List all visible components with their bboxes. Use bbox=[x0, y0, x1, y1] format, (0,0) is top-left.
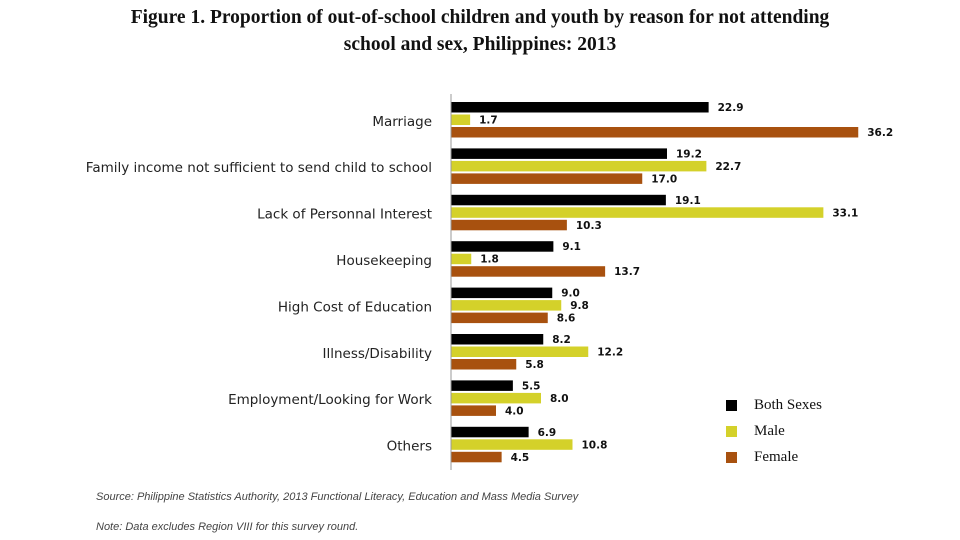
legend-label-female: Female bbox=[754, 448, 799, 465]
legend-item-both-sexes: Both Sexes bbox=[726, 392, 822, 418]
data-label: 6.9 bbox=[538, 427, 557, 439]
bar-both-sexes bbox=[451, 102, 709, 113]
bar-female bbox=[451, 451, 502, 463]
bar-male bbox=[451, 114, 471, 125]
data-label: 1.7 bbox=[479, 115, 498, 127]
legend-swatch-both-sexes bbox=[726, 399, 737, 411]
bar-female bbox=[451, 359, 517, 370]
category-label: Others bbox=[387, 439, 432, 455]
legend-swatch-female bbox=[726, 451, 737, 463]
data-label: 9.8 bbox=[570, 300, 589, 312]
legend: Both Sexes Male Female bbox=[726, 392, 822, 470]
data-label: 9.0 bbox=[561, 288, 580, 300]
bar-both-sexes bbox=[451, 287, 553, 299]
data-label: 17.0 bbox=[651, 173, 677, 185]
data-label: 1.8 bbox=[480, 254, 499, 266]
bar-male bbox=[451, 160, 707, 172]
category-label: Illness/Disability bbox=[322, 346, 432, 362]
bar-both-sexes bbox=[451, 148, 667, 159]
bar-female bbox=[451, 405, 496, 416]
data-label: 5.5 bbox=[522, 380, 541, 392]
bar-male bbox=[451, 253, 472, 265]
bar-both-sexes bbox=[451, 426, 529, 438]
bar-both-sexes bbox=[451, 380, 513, 391]
category-label: Housekeeping bbox=[336, 253, 432, 269]
bar-male bbox=[451, 392, 541, 404]
bar-female bbox=[451, 266, 606, 277]
category-label: High Cost of Education bbox=[278, 299, 432, 315]
category-label: Family income not sufficient to send chi… bbox=[86, 160, 432, 176]
legend-label-male: Male bbox=[754, 422, 785, 439]
chart-title-line-1: Figure 1. Proportion of out-of-school ch… bbox=[130, 7, 830, 28]
bar-both-sexes bbox=[451, 334, 544, 345]
data-label: 5.8 bbox=[525, 359, 544, 371]
bar-male bbox=[451, 207, 824, 218]
data-note: Note: Data excludes Region VIII for this… bbox=[96, 521, 359, 533]
data-label: 8.2 bbox=[552, 334, 571, 346]
bar-male bbox=[451, 346, 589, 357]
category-label: Lack of Personnal Interest bbox=[257, 207, 432, 223]
data-label: 9.1 bbox=[562, 241, 581, 253]
bar-female bbox=[451, 173, 643, 184]
data-label: 33.1 bbox=[832, 207, 858, 219]
legend-swatch-male bbox=[726, 425, 737, 437]
bar-chart: Marriage 22.9 1.7 36.2 Family income not suf… bbox=[86, 94, 893, 470]
data-label: 4.0 bbox=[505, 405, 524, 417]
bar-male bbox=[451, 300, 562, 311]
category-label: Marriage bbox=[372, 114, 432, 130]
data-label: 10.3 bbox=[576, 220, 602, 232]
bar-female bbox=[451, 127, 859, 138]
data-label: 22.9 bbox=[718, 102, 744, 114]
data-label: 13.7 bbox=[614, 266, 640, 278]
legend-item-male: Male bbox=[726, 418, 822, 444]
bar-female bbox=[451, 219, 567, 231]
data-label: 19.2 bbox=[676, 148, 702, 160]
legend-item-female: Female bbox=[726, 444, 822, 470]
data-label: 4.5 bbox=[511, 452, 530, 464]
bar-both-sexes bbox=[451, 241, 554, 252]
chart-title: Figure 1. Proportion of out-of-school ch… bbox=[0, 4, 960, 58]
data-label: 8.6 bbox=[557, 313, 576, 325]
bar-both-sexes bbox=[451, 194, 666, 206]
bar-male bbox=[451, 439, 573, 450]
data-label: 12.2 bbox=[597, 347, 623, 359]
data-label: 36.2 bbox=[867, 127, 893, 139]
data-label: 10.8 bbox=[582, 439, 608, 451]
category-label: Employment/Looking for Work bbox=[228, 392, 432, 408]
chart-title-line-2: school and sex, Philippines: 2013 bbox=[343, 34, 617, 55]
data-label: 22.7 bbox=[715, 161, 741, 173]
legend-label-both-sexes: Both Sexes bbox=[754, 396, 822, 413]
bar-female bbox=[451, 312, 548, 324]
data-label: 19.1 bbox=[675, 195, 701, 207]
data-label: 8.0 bbox=[550, 393, 569, 405]
source-note: Source: Philippine Statistics Authority,… bbox=[96, 491, 579, 503]
